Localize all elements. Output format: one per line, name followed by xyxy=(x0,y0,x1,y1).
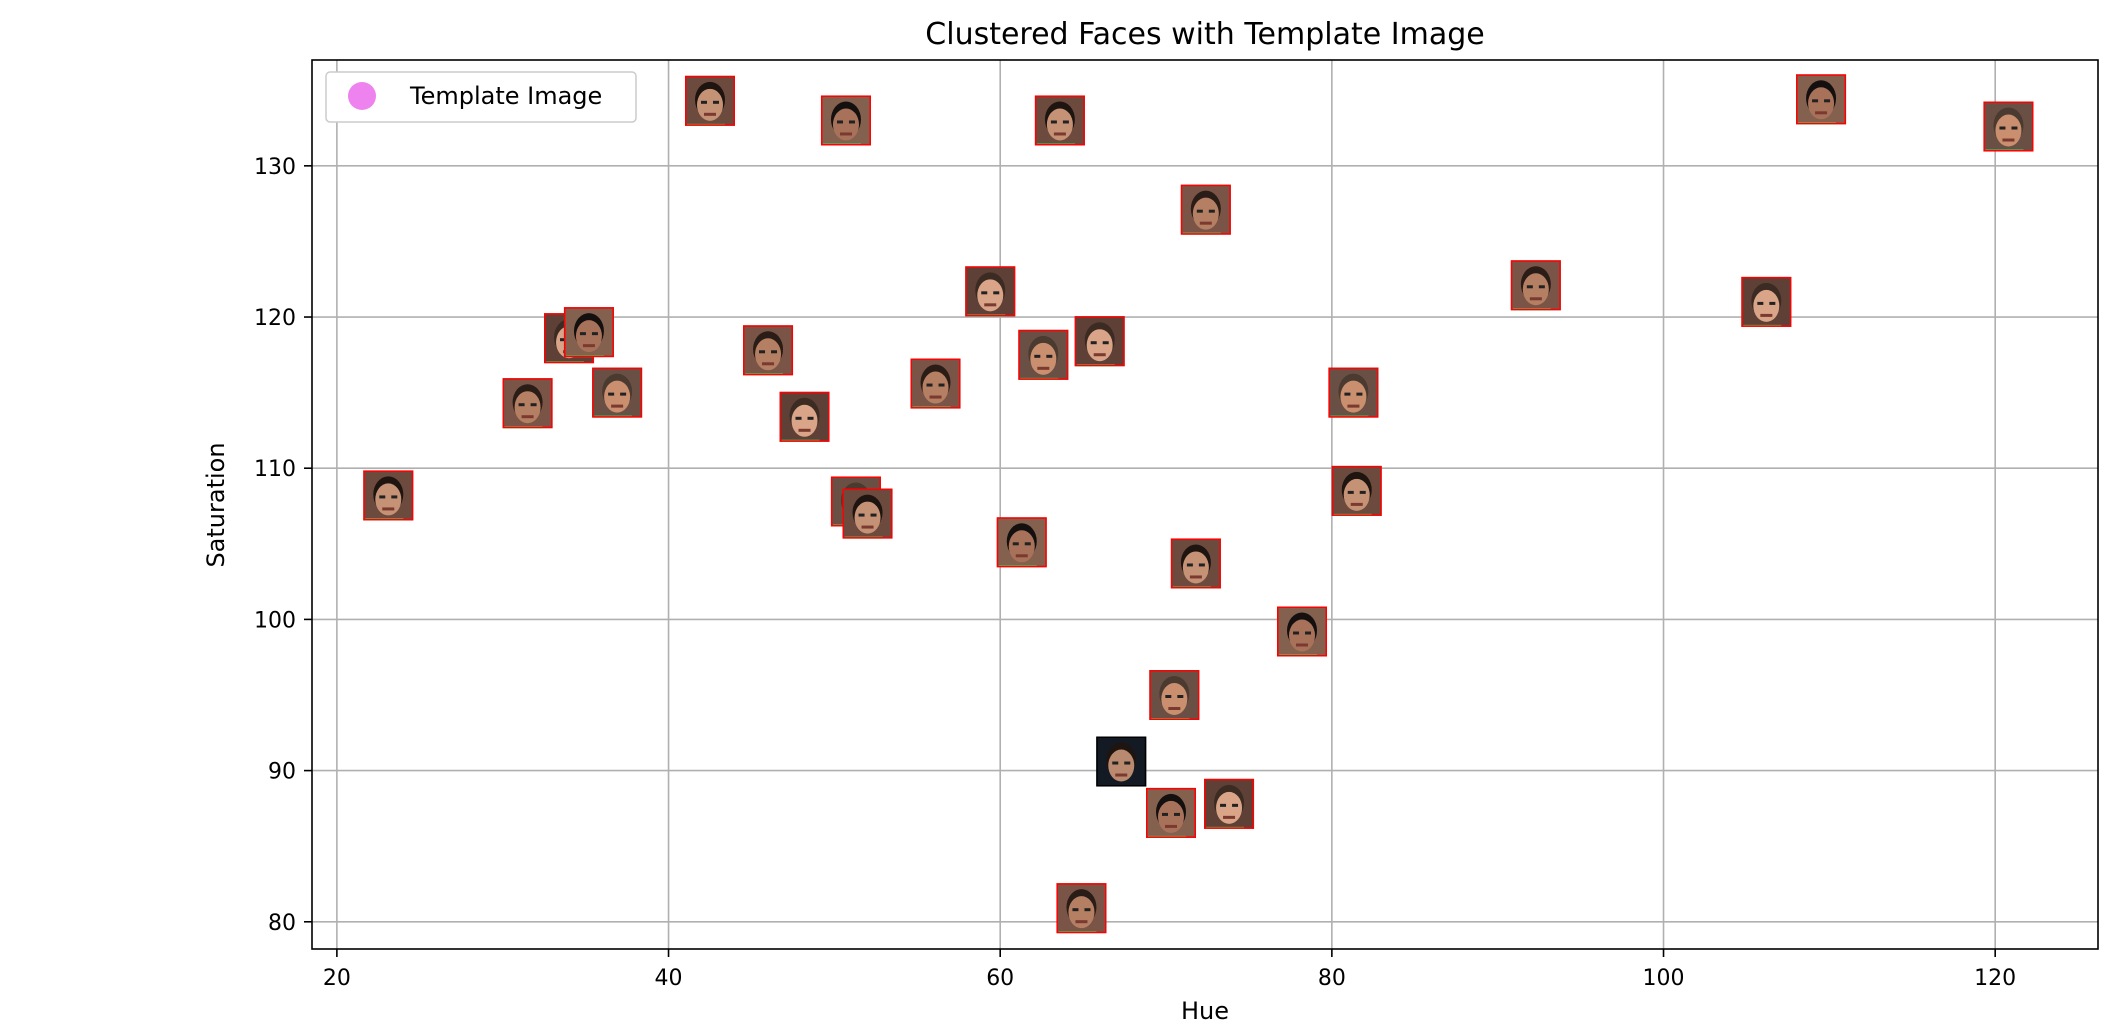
axis-ticks: 20 40 60 80 100 120 80 90 100 110 120 130 xyxy=(254,155,2016,991)
face-point xyxy=(1510,260,1561,311)
legend-marker-template-image xyxy=(348,82,376,110)
face-point xyxy=(1180,184,1231,235)
face-point xyxy=(1741,276,1792,327)
grid-lines xyxy=(312,60,2098,949)
x-tick-label: 20 xyxy=(323,966,351,991)
y-tick-label: 80 xyxy=(268,911,296,936)
face-point xyxy=(910,358,961,409)
x-tick-label: 40 xyxy=(655,966,683,991)
face-point xyxy=(592,367,643,418)
face-point xyxy=(1277,606,1328,657)
y-tick-label: 100 xyxy=(254,608,296,633)
face-point xyxy=(684,75,735,126)
face-point xyxy=(1034,95,1085,146)
y-tick-label: 110 xyxy=(254,457,296,482)
y-tick-label: 90 xyxy=(268,760,296,785)
face-point xyxy=(1796,74,1847,125)
face-thumbnails xyxy=(363,74,2034,934)
face-point xyxy=(1170,538,1221,589)
legend: Template Image xyxy=(325,71,637,123)
y-axis-label: Saturation xyxy=(202,442,230,567)
face-point xyxy=(363,470,414,521)
face-point xyxy=(1331,465,1382,516)
face-point xyxy=(996,517,1047,568)
x-tick-label: 120 xyxy=(1974,966,2016,991)
face-point xyxy=(820,95,871,146)
legend-label-template-image: Template Image xyxy=(409,82,602,110)
x-tick-label: 80 xyxy=(1318,966,1346,991)
face-point xyxy=(1056,883,1107,934)
face-point xyxy=(1204,778,1255,829)
y-tick-label: 120 xyxy=(254,306,296,331)
legend-box xyxy=(325,71,637,123)
x-tick-label: 60 xyxy=(986,966,1014,991)
face-point xyxy=(563,307,614,358)
x-axis-label: Hue xyxy=(1181,997,1229,1025)
chart-title: Clustered Faces with Template Image xyxy=(925,17,1484,52)
template-image-point xyxy=(1096,736,1147,787)
face-point xyxy=(502,378,553,429)
face-point xyxy=(965,266,1016,317)
plot-frame xyxy=(311,59,2099,950)
face-point xyxy=(1018,329,1069,380)
face-point xyxy=(779,391,830,442)
face-point xyxy=(1074,316,1125,367)
face-point xyxy=(1328,367,1379,418)
y-tick-label: 130 xyxy=(254,155,296,180)
face-point xyxy=(1149,670,1200,720)
face-point xyxy=(1146,787,1197,838)
face-point xyxy=(743,325,794,376)
face-point xyxy=(1983,101,2034,152)
face-point xyxy=(842,488,893,539)
x-tick-label: 100 xyxy=(1643,966,1685,991)
